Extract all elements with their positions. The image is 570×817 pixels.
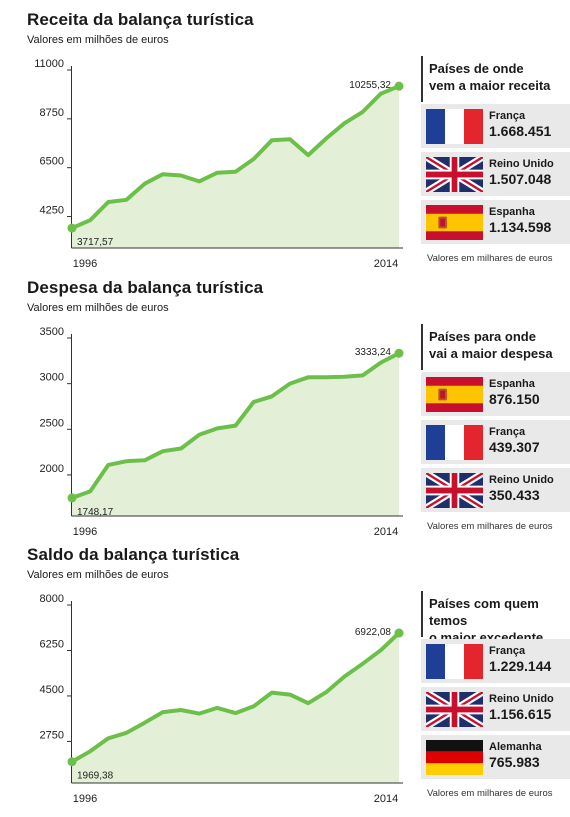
area-fill xyxy=(72,633,399,783)
x-tick-label: 2014 xyxy=(374,258,398,270)
country-value: 876.150 xyxy=(489,391,540,407)
area-fill xyxy=(72,353,399,516)
y-tick-label: 8000 xyxy=(40,593,64,605)
spain-flag-icon xyxy=(426,377,483,412)
series-line xyxy=(70,631,401,764)
country-card: Alemanha 765.983 xyxy=(421,735,570,779)
country-name: Alemanha xyxy=(489,741,542,753)
country-card: Reino Unido 1.507.048 xyxy=(421,152,570,196)
chart-subtitle: Valores em milhões de euros xyxy=(27,569,169,581)
chart-subtitle: Valores em milhões de euros xyxy=(27,34,169,46)
end-point xyxy=(394,348,404,358)
units-note: Valores em milhares de euros xyxy=(427,521,553,532)
y-tick-label: 4500 xyxy=(40,684,64,696)
country-value: 1.134.598 xyxy=(489,219,552,235)
uk-flag-icon xyxy=(426,692,483,727)
country-name: Reino Unido xyxy=(489,693,554,705)
panel-header: Países com quem temos o maior excedente xyxy=(421,591,570,645)
end-value-label: 3333,24 xyxy=(355,347,392,358)
despesa-chart: 2000 2500 3000 3500 1996 2014 1748,17 3333,24 xyxy=(40,326,404,538)
x-tick-label: 2014 xyxy=(374,793,398,805)
country-card: França 439.307 xyxy=(421,420,570,464)
country-card: Espanha 1.134.598 xyxy=(421,200,570,244)
y-tick-label: 3500 xyxy=(40,326,64,338)
country-value: 1.156.615 xyxy=(489,706,552,722)
saldo-chart: 2750 4500 6250 8000 1996 2014 1969,38 6922,08 xyxy=(40,593,404,805)
end-point xyxy=(394,81,404,91)
y-tick-label: 6250 xyxy=(40,638,64,650)
uk-flag-icon xyxy=(426,473,483,508)
panel-title-line: vem a maior receita xyxy=(429,78,551,93)
country-value: 765.983 xyxy=(489,754,540,770)
country-value: 1.229.144 xyxy=(489,658,552,674)
panel-header: Países para onde vai a maior despesa xyxy=(421,324,570,370)
y-tick-label: 3000 xyxy=(40,372,64,384)
france-flag-icon xyxy=(426,425,483,460)
y-tick-label: 2000 xyxy=(40,463,64,475)
country-card: França 1.229.144 xyxy=(421,639,570,683)
panel-header: Países de onde vem a maior receita xyxy=(421,56,570,102)
country-value: 439.307 xyxy=(489,439,540,455)
receita-section: Receita da balança turística Valores em … xyxy=(0,6,570,278)
end-value-label: 6922,08 xyxy=(355,627,392,638)
series-line xyxy=(70,351,401,500)
panel-title-line: Países de onde xyxy=(429,61,524,76)
end-value-label: 10255,32 xyxy=(349,80,391,91)
y-tick-label: 2750 xyxy=(40,729,64,741)
spain-flag-icon xyxy=(426,205,483,240)
country-name: França xyxy=(489,645,526,657)
country-name: França xyxy=(489,426,526,438)
start-value-label: 3717,57 xyxy=(77,237,114,248)
receita-chart: 4250 6500 8750 11000 1996 2014 3717,57 10255,32 xyxy=(34,58,404,270)
units-note: Valores em milhares de euros xyxy=(427,788,553,799)
panel-title-line: Países para onde xyxy=(429,329,536,344)
series-line xyxy=(70,84,401,231)
country-card: Espanha 876.150 xyxy=(421,372,570,416)
x-tick-label: 2014 xyxy=(374,526,398,538)
chart-title: Saldo da balança turística xyxy=(27,545,240,564)
country-name: Espanha xyxy=(489,206,535,218)
start-value-label: 1969,38 xyxy=(77,771,114,782)
country-value: 1.507.048 xyxy=(489,171,552,187)
area-fill xyxy=(72,86,399,248)
panel-title: Países para onde vai a maior despesa xyxy=(429,328,569,362)
start-point xyxy=(67,757,77,767)
x-tick-label: 1996 xyxy=(73,526,97,538)
start-value-label: 1748,17 xyxy=(77,507,114,518)
country-value: 1.668.451 xyxy=(489,123,552,139)
start-point xyxy=(67,223,77,233)
chart-subtitle: Valores em milhões de euros xyxy=(27,302,169,314)
panel-title-line: vai a maior despesa xyxy=(429,346,553,361)
panel-title: Países de onde vem a maior receita xyxy=(429,60,569,94)
country-name: Reino Unido xyxy=(489,474,554,486)
country-name: Espanha xyxy=(489,378,535,390)
germany-flag-icon xyxy=(426,740,483,775)
panel-title-line: Países com quem temos xyxy=(429,596,539,628)
france-flag-icon xyxy=(426,644,483,679)
end-point xyxy=(394,628,404,638)
y-tick-label: 11000 xyxy=(34,58,64,70)
chart-title: Receita da balança turística xyxy=(27,10,254,29)
country-card: França 1.668.451 xyxy=(421,104,570,148)
saldo-section: Saldo da balança turística Valores em mi… xyxy=(0,541,570,813)
uk-flag-icon xyxy=(426,157,483,192)
y-tick-label: 4250 xyxy=(40,205,64,217)
country-name: França xyxy=(489,110,526,122)
despesa-section: Despesa da balança turística Valores em … xyxy=(0,274,570,546)
y-tick-label: 6500 xyxy=(40,156,64,168)
country-name: Reino Unido xyxy=(489,158,554,170)
start-point xyxy=(67,493,77,503)
country-card: Reino Unido 350.433 xyxy=(421,468,570,512)
chart-title: Despesa da balança turística xyxy=(27,278,264,297)
x-tick-label: 1996 xyxy=(73,793,97,805)
y-tick-label: 8750 xyxy=(40,107,64,119)
country-value: 350.433 xyxy=(489,487,540,503)
x-tick-label: 1996 xyxy=(73,258,97,270)
units-note: Valores em milhares de euros xyxy=(427,253,553,264)
france-flag-icon xyxy=(426,109,483,144)
y-tick-label: 2500 xyxy=(40,417,64,429)
country-card: Reino Unido 1.156.615 xyxy=(421,687,570,731)
